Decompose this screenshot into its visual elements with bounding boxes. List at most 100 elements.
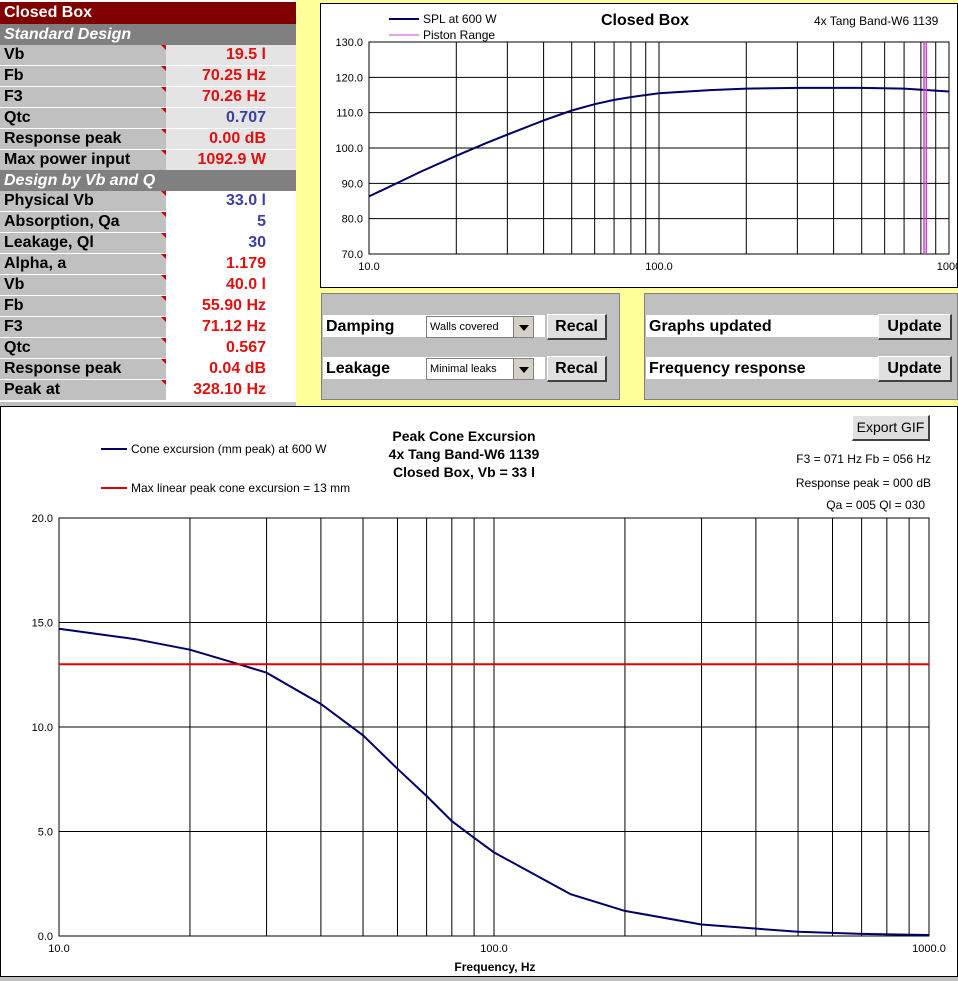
- row-label: Vb: [0, 45, 166, 65]
- leakage-recal-button[interactable]: Recal: [547, 356, 607, 382]
- table-row: Vb 19.5 l: [0, 45, 296, 66]
- table-row: Vb 40.0 l: [0, 275, 296, 296]
- spl-chart: SPL at 600 W Piston Range Closed Box 4x …: [320, 3, 958, 288]
- export-gif-button[interactable]: Export GIF: [852, 415, 930, 441]
- row-label: F3: [0, 87, 166, 107]
- row-label: F3: [0, 317, 166, 337]
- row-label: Qtc: [0, 108, 166, 128]
- row-label: Absorption, Qa: [0, 212, 166, 232]
- leakage-select-value: Minimal leaks: [430, 363, 497, 375]
- row-value: 328.10 Hz: [166, 380, 296, 400]
- row-value: 71.12 Hz: [166, 317, 296, 337]
- row-value: 1092.9 W: [166, 150, 296, 170]
- row-value: 1.179: [166, 254, 296, 274]
- x-tick-label: 10.0: [358, 261, 379, 273]
- damping-label: Damping: [326, 318, 395, 335]
- table-row: F3 71.12 Hz: [0, 317, 296, 338]
- excursion-legend-label: Cone excursion (mm peak) at 600 W: [131, 442, 327, 456]
- freq-row: [646, 357, 878, 379]
- spl-chart-subtitle: 4x Tang Band-W6 1139: [814, 14, 939, 28]
- y-tick-label: 100.0: [335, 143, 363, 155]
- y-tick-label: 120.0: [335, 72, 363, 84]
- table-row: Qtc 0.567: [0, 338, 296, 359]
- row-value: 40.0 l: [166, 275, 296, 295]
- row-label: Alpha, a: [0, 254, 166, 274]
- plot-frame: [58, 517, 930, 937]
- y-tick-label: 70.0: [342, 249, 363, 261]
- table-row: Fb 55.90 Hz: [0, 296, 296, 317]
- piston-legend-label: Piston Range: [423, 28, 495, 42]
- response-peak-annotation: Response peak = 000 dB: [796, 476, 931, 490]
- x-axis-label: Frequency, Hz: [454, 960, 535, 974]
- row-label: Response peak: [0, 129, 166, 149]
- row-value: 0.567: [166, 338, 296, 358]
- y-tick-label: 20.0: [32, 513, 53, 525]
- row-label: Max power input: [0, 150, 166, 170]
- damping-select[interactable]: Walls covered: [426, 316, 534, 338]
- table-row: Absorption, Qa 5: [0, 212, 296, 233]
- row-value: 0.04 dB: [166, 359, 296, 379]
- table-row: Fb 70.25 Hz: [0, 66, 296, 87]
- spl-chart-svg: SPL at 600 W Piston Range Closed Box 4x …: [335, 12, 958, 273]
- update-panel: Graphs updated Update Frequency response…: [644, 293, 958, 400]
- y-tick-label: 0.0: [38, 931, 53, 943]
- x-tick-label: 1000.0: [912, 943, 946, 955]
- y-tick-label: 10.0: [32, 722, 53, 734]
- damping-leakage-panel: Damping Walls covered Recal Leakage Mini…: [321, 293, 620, 400]
- chevron-down-icon[interactable]: [513, 317, 533, 337]
- table-row: Alpha, a 1.179: [0, 254, 296, 275]
- row-label: Qtc: [0, 338, 166, 358]
- row-value[interactable]: 5: [166, 212, 296, 232]
- row-value[interactable]: 33.0 l: [166, 191, 296, 211]
- excursion-plot-area: 0.0 5.0 10.0 15.0 20.0 10.0 100.0 1000.0: [32, 513, 946, 955]
- table-row: Response peak 0.04 dB: [0, 359, 296, 380]
- row-label: Physical Vb: [0, 191, 166, 211]
- spl-plot-area: 70.0 80.0 90.0 100.0 110.0 120.0 130.0 10.0 100.…: [335, 37, 958, 273]
- row-value[interactable]: 30: [166, 233, 296, 253]
- leakage-select[interactable]: Minimal leaks: [426, 358, 534, 380]
- row-label: Fb: [0, 66, 166, 86]
- x-tick-label: 100.0: [480, 943, 508, 955]
- graphs-update-button[interactable]: Update: [878, 314, 952, 340]
- leakage-label: Leakage: [326, 360, 391, 377]
- row-label: Fb: [0, 296, 166, 316]
- standard-design-header: Standard Design: [0, 24, 296, 45]
- plot-frame: [368, 41, 950, 255]
- excursion-chart-subtitle-1: 4x Tang Band-W6 1139: [389, 446, 540, 462]
- table-row: Max power input 1092.9 W: [0, 150, 296, 171]
- qa-ql-annotation: Qa = 005 Ql = 030: [826, 498, 925, 512]
- excursion-chart-svg: Cone excursion (mm peak) at 600 W Max li…: [32, 428, 946, 974]
- max-linear-legend-label: Max linear peak cone excursion = 13 mm: [131, 481, 350, 495]
- y-tick-label: 80.0: [342, 214, 363, 226]
- row-value: 19.5 l: [166, 45, 296, 65]
- table-row: Physical Vb 33.0 l: [0, 191, 296, 212]
- excursion-chart-title: Peak Cone Excursion: [392, 428, 535, 444]
- row-label: Leakage, Ql: [0, 233, 166, 253]
- design-table: Closed Box Standard Design Vb 19.5 l Fb 70.…: [0, 0, 296, 402]
- y-tick-label: 90.0: [342, 178, 363, 190]
- frequency-update-button[interactable]: Update: [878, 356, 952, 382]
- table-row: Response peak 0.00 dB: [0, 129, 296, 150]
- series-line: [58, 627, 930, 936]
- table-row: Qtc 0.707: [0, 108, 296, 129]
- row-value: 70.25 Hz: [166, 66, 296, 86]
- damping-recal-button[interactable]: Recal: [547, 314, 607, 340]
- table-row: Peak at 328.10 Hz: [0, 380, 296, 401]
- y-tick-label: 5.0: [38, 827, 53, 839]
- spl-legend-label: SPL at 600 W: [423, 12, 497, 26]
- row-value: 70.26 Hz: [166, 87, 296, 107]
- series-line: [368, 86, 950, 198]
- chevron-down-icon[interactable]: [513, 359, 533, 379]
- graphs-updated-label: Graphs updated: [649, 318, 772, 335]
- y-tick-label: 130.0: [335, 37, 363, 49]
- design-by-vb-q-header: Design by Vb and Q: [0, 170, 296, 191]
- graphs-row: [646, 315, 878, 337]
- table-row: F3 70.26 Hz: [0, 87, 296, 108]
- y-tick-label: 15.0: [32, 618, 53, 630]
- row-value: 0.00 dB: [166, 129, 296, 149]
- sheet-title: Closed Box: [0, 2, 296, 24]
- row-value: 55.90 Hz: [166, 296, 296, 316]
- x-tick-label: 1000: [937, 261, 957, 273]
- excursion-chart-subtitle-2: Closed Box, Vb = 33 l: [393, 464, 535, 480]
- row-label: Peak at: [0, 380, 166, 400]
